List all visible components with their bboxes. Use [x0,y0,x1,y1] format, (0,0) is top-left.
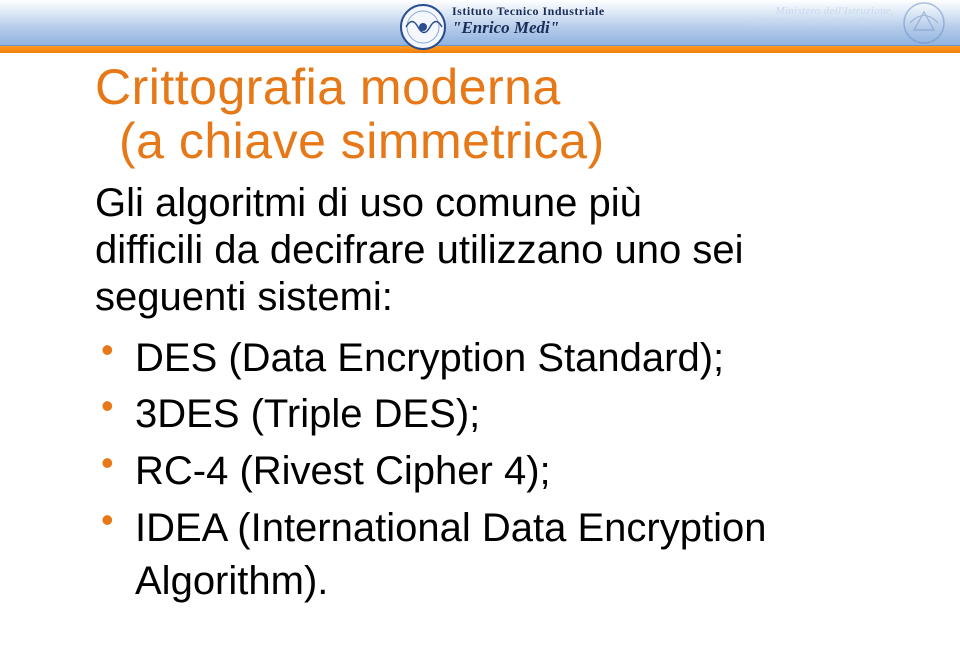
list-item: DES (Data Encryption Standard); [101,332,875,385]
intro-line2: difficili da decifrare utilizzano uno se… [95,227,875,274]
list-item: 3DES (Triple DES); [101,388,875,441]
list-item: IDEA (International Data Encryption Algo… [101,502,875,608]
title-line1: Crittografia moderna [95,60,875,114]
slide: Istituto Tecnico Industriale "Enrico Med… [0,0,960,666]
list-item-text: DES (Data Encryption Standard); [135,336,724,380]
list-item-text: IDEA (International Data Encryption [135,506,766,550]
header-orange-bar [0,46,960,53]
ministry-text: Ministero dell'Istruzione, dell'Universi… [750,6,894,28]
intro-line3: seguenti sistemi: [95,274,875,321]
school-name: Istituto Tecnico Industriale "Enrico Med… [452,4,605,38]
ministry-emblem-icon [896,0,952,46]
content: Crittografia moderna (a chiave simmetric… [95,60,875,612]
slide-title: Crittografia moderna (a chiave simmetric… [95,60,875,168]
list-item-text: 3DES (Triple DES); [135,392,480,436]
title-line2: (a chiave simmetrica) [95,114,875,168]
bullet-list: DES (Data Encryption Standard); 3DES (Tr… [95,332,875,608]
list-item-text: RC-4 (Rivest Cipher 4); [135,449,551,493]
ministry-line2: dell'Università e della Ricerca [750,17,894,28]
school-logo-icon [400,4,446,50]
header: Istituto Tecnico Industriale "Enrico Med… [0,0,960,54]
school-name-line2: "Enrico Medi" [452,18,605,38]
list-item: RC-4 (Rivest Cipher 4); [101,445,875,498]
intro-line1: Gli algoritmi di uso comune più [95,180,875,227]
school-name-line1: Istituto Tecnico Industriale [452,4,605,19]
list-item-text-wrap: Algorithm). [135,555,875,608]
intro-text: Gli algoritmi di uso comune più difficil… [95,180,875,322]
